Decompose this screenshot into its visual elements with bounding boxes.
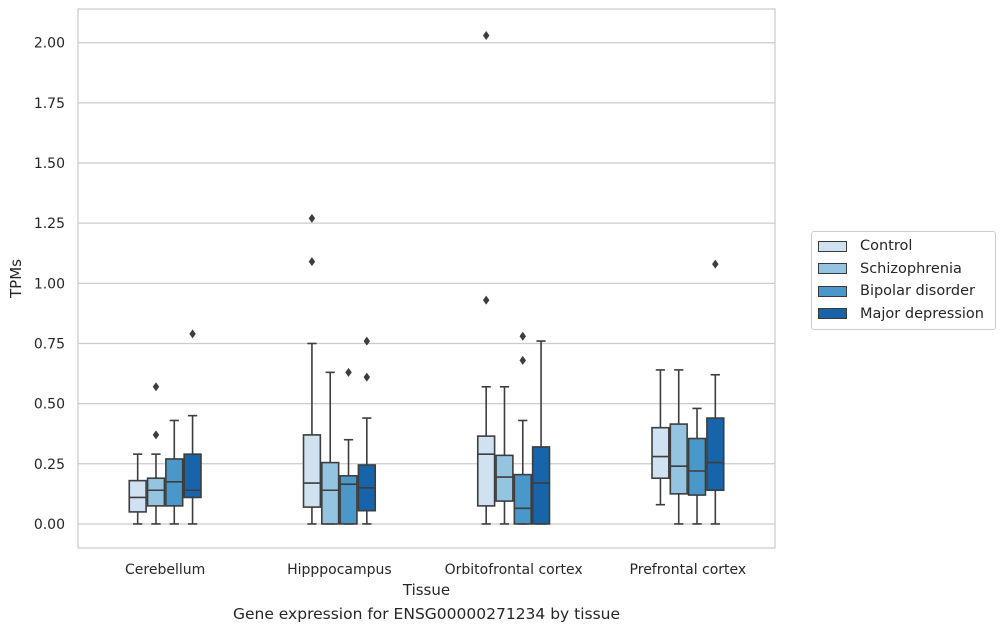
box — [165, 419, 184, 525]
series-bipolar-disorder — [165, 331, 707, 525]
y-axis-tick-labels: 0.00 0.25 0.50 0.75 1.00 1.25 1.50 1.75 2.00 — [34, 36, 65, 533]
box-iqr — [183, 453, 202, 499]
box — [706, 259, 725, 525]
outlier-point — [519, 331, 527, 341]
box — [531, 340, 551, 525]
box — [687, 407, 707, 525]
outlier-point — [189, 329, 196, 339]
outlier-point — [152, 382, 160, 392]
box — [302, 213, 322, 525]
y-tick-label: 2.00 — [34, 36, 65, 52]
box-iqr — [321, 461, 340, 525]
y-axis-title: TPMs — [7, 259, 25, 299]
box — [669, 369, 688, 525]
box-iqr — [531, 446, 551, 525]
box — [651, 369, 670, 506]
legend-swatch — [818, 263, 847, 275]
box-iqr — [513, 473, 532, 525]
legend-swatch — [818, 240, 847, 252]
outlier-point — [712, 259, 719, 269]
box — [357, 336, 377, 525]
box-iqr — [706, 417, 725, 492]
figure-caption: Gene expression for ENSG00000271234 by t… — [232, 605, 621, 623]
outlier-point — [308, 257, 316, 267]
box-iqr — [339, 475, 358, 525]
x-tick-label: Orbitofrontal cortex — [445, 562, 583, 578]
legend-swatch — [818, 308, 847, 320]
series-major-depression — [183, 259, 725, 525]
outlier-point — [482, 295, 490, 305]
y-tick-label: 1.00 — [34, 276, 65, 292]
legend-label: Control — [860, 238, 913, 255]
y-tick-label: 0.00 — [34, 517, 65, 533]
series-schizophrenia — [146, 369, 688, 525]
legend-label: Bipolar disorder — [860, 283, 975, 300]
box-iqr — [669, 423, 688, 495]
box-iqr — [651, 426, 670, 480]
box — [513, 331, 532, 525]
x-tick-label: Cerebellum — [125, 562, 205, 578]
plot-area-frame — [77, 8, 776, 549]
box-iqr — [476, 435, 496, 507]
box-iqr — [302, 434, 322, 508]
x-axis-title: Tissue — [402, 581, 450, 599]
box-iqr — [687, 437, 707, 496]
box — [476, 30, 496, 525]
x-tick-label: Hipppocampus — [287, 562, 392, 578]
outlier-point — [345, 367, 352, 377]
box-iqr — [128, 479, 147, 513]
box-series — [128, 30, 725, 525]
chart-legend: Control Schizophrenia Bipolar disorder Majo… — [811, 231, 996, 330]
box — [495, 385, 514, 525]
y-tick-label: 1.50 — [34, 156, 65, 172]
outlier-point — [308, 213, 316, 223]
legend-item: Control — [812, 235, 995, 258]
legend-label: Major depression — [860, 305, 984, 322]
outlier-point — [482, 30, 490, 40]
series-control — [128, 30, 670, 525]
y-tick-label: 0.25 — [34, 457, 65, 473]
y-tick-label: 0.50 — [34, 397, 65, 413]
outlier-point — [363, 336, 371, 346]
y-tick-label: 1.75 — [34, 96, 65, 112]
outlier-point — [363, 372, 371, 382]
legend-item: Major depression — [812, 303, 995, 326]
x-axis-tick-labels: Cerebellum Hipppocampus Orbitofrontal cort… — [125, 562, 746, 578]
box — [128, 453, 147, 525]
outlier-point — [519, 355, 527, 365]
box — [321, 371, 340, 525]
box — [183, 329, 202, 525]
box-iqr — [146, 477, 166, 507]
y-tick-label: 0.75 — [34, 336, 65, 352]
box — [339, 367, 358, 525]
x-tick-label: Prefrontal cortex — [630, 562, 747, 578]
legend-item: Bipolar disorder — [812, 280, 995, 303]
legend-item: Schizophrenia — [812, 258, 995, 281]
box-iqr — [495, 454, 514, 502]
legend-label: Schizophrenia — [860, 260, 962, 277]
y-tick-label: 1.25 — [34, 216, 65, 232]
outlier-point — [152, 430, 160, 440]
legend-swatch — [818, 285, 847, 297]
box — [146, 382, 166, 525]
